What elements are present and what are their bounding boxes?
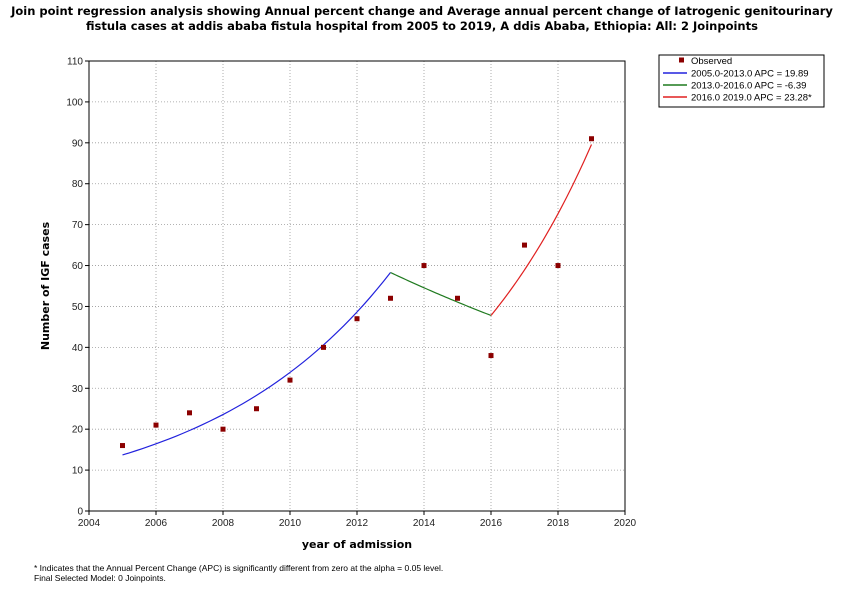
x-tick-label: 2006 [145,518,168,529]
x-tick-label: 2016 [480,518,503,529]
legend-observed-marker [679,57,684,63]
y-tick-label: 110 [67,57,83,68]
y-tick-label: 0 [77,507,83,518]
footnote-final-model: Final Selected Model: 0 Joinpoints. [34,573,166,583]
observed-point [187,410,192,416]
x-tick-label: 2018 [547,518,570,529]
y-tick-label: 100 [66,97,83,108]
legend: Observed 2005.0-2013.0 APC = 19.89 2013.… [658,54,825,108]
observed-point [287,377,293,383]
observed-point [120,443,125,449]
x-tick-label: 2008 [212,518,235,529]
observed-point [488,353,494,359]
observed-points [120,136,594,449]
x-axis-title: year of admission [302,538,412,551]
chart-title-line-1: Join point regression analysis showing A… [11,4,833,18]
legend-label-segment-2: 2013.0-2016.0 APC = -6.39 [691,81,806,92]
x-tick-label: 2014 [413,518,436,529]
observed-point [153,422,159,428]
fitted-line-segment-3 [490,144,593,316]
observed-point [522,242,527,248]
chart-title: Join point regression analysis showing A… [0,4,844,34]
x-tick-label: 2020 [614,518,637,529]
legend-label-segment-3: 2016.0 2019.0 APC = 23.28* [691,93,812,104]
fitted-line-segment-1 [122,272,391,456]
observed-point [589,136,594,142]
observed-point [455,295,460,301]
y-tick-label: 50 [72,302,84,313]
observed-point [388,295,393,301]
y-tick-label: 30 [72,384,84,395]
legend-label-segment-1: 2005.0-2013.0 APC = 19.89 [691,69,809,80]
observed-point [220,426,226,432]
fitted-line-segment-2 [390,271,492,317]
legend-box [658,54,825,108]
footnote-significance: * Indicates that the Annual Percent Chan… [34,563,444,573]
x-tick-label: 2012 [346,518,369,529]
x-tick-label: 2004 [78,518,101,529]
fitted-lines [122,144,593,456]
observed-point [421,263,427,269]
observed-point [254,406,259,412]
grid-lines [89,61,625,511]
y-axis-title: Number of IGF cases [39,221,52,350]
y-tick-label: 80 [72,179,84,190]
footnotes: * Indicates that the Annual Percent Chan… [34,563,443,583]
x-tick-label: 2010 [279,518,302,529]
chart-title-line-2: fistula cases at addis ababa fistula hos… [86,19,758,33]
y-tick-label: 40 [72,343,84,354]
y-tick-label: 10 [72,466,84,477]
y-tick-label: 70 [72,220,84,231]
y-tick-label: 60 [72,261,84,272]
y-tick-label: 20 [72,425,84,436]
axis-ticks: 0 10 20 30 40 50 60 70 80 90 100 110 2004 2006 2008 201… [66,57,636,530]
legend-label-observed: Observed [691,56,732,67]
observed-point [354,316,360,322]
observed-point [321,344,326,350]
y-tick-label: 90 [72,138,84,149]
observed-point [555,263,561,269]
